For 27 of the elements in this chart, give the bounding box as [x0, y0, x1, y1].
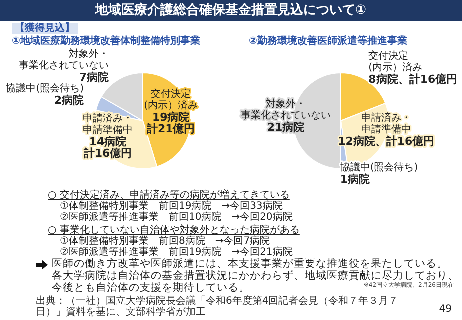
text: 医師の働き方改革や医師派遣には、本支援事業が重要な推進役を果たしている。: [52, 258, 448, 270]
text: ①体制整備特別事業 前回8病院 →今回7病院: [60, 236, 270, 247]
slice-label: 対象外・事業化されていない: [19, 48, 109, 72]
data-label: 7病院: [79, 70, 109, 84]
text: 今後とも自治体の支援を期待している。: [52, 282, 250, 294]
slice-label: 対象外・事業化されていない: [241, 98, 331, 122]
text: 【獲得見込】: [15, 23, 75, 34]
text: 49: [439, 304, 452, 315]
text: 地域医療介護総合確保基金措置見込について①: [95, 3, 366, 18]
slice-label: 協議中(照会待ち): [340, 162, 418, 174]
slice-label: 申請済み・申請準備中: [361, 112, 412, 136]
text: ②医師派遣等推進事業 前回10病院 →今回20病院: [60, 212, 293, 223]
source-note: 出典：（一社）国立大学病院長会議「令和6年度第4回記者会見（令和７年３月７日）」資料を基に、文部科学省が加工: [36, 296, 399, 318]
text: ①体制整備特別事業 前回19病院 →今回33病院: [60, 201, 283, 212]
data-label: 14病院計16億円: [82, 136, 132, 160]
chart-title: ①地域医療勤務環境改善体制整備特別事業: [12, 34, 200, 48]
slice-label: 協議中(照会待ち): [6, 82, 84, 95]
chart-title: ②勤務環境改善医師派遣等推進事業: [249, 34, 408, 48]
text: 各大学病院は自治体の基金措置状況にかかわらず、地域医療貢献に尽力しており、: [52, 270, 459, 282]
text: ②医師派遣等推進事業 前回19病院 →今回21病院: [60, 247, 293, 258]
data-label: 21病院: [267, 121, 305, 134]
data-label: 12病院、計16億円: [338, 134, 435, 148]
data-label: 8病院、計16億円: [368, 73, 458, 86]
slice-label: 交付決定(内示）済み: [368, 50, 423, 74]
slice-label: 申請済み・申請準備中: [83, 112, 133, 136]
data-label: 1病院: [340, 173, 370, 186]
data-label: 2病院: [54, 94, 84, 108]
